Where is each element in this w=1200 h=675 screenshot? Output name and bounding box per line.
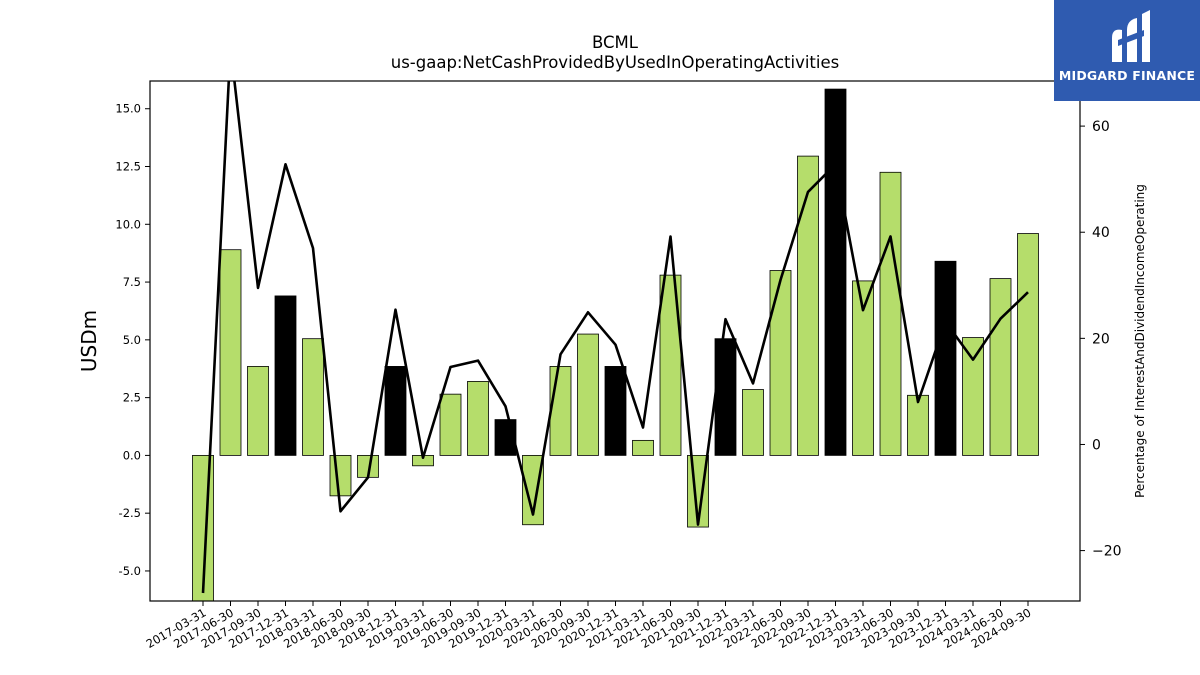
bar-2023-03-31: [852, 280, 874, 456]
percentage-line: [201, 81, 1029, 594]
logo-text: MIDGARD FINANCE: [1058, 68, 1196, 83]
y-axis-label: USDm: [77, 310, 101, 372]
bar-2019-09-30: [467, 381, 489, 456]
left-axis: -5.0 -2.5 0.0 2.5 5.0 7.5 10.0 12.5 15.0: [115, 102, 150, 578]
y2-tick-label: 20: [1092, 331, 1110, 347]
bar-2019-06-30: [439, 393, 462, 456]
bar-2024-09-30: [1017, 233, 1039, 456]
bar-2018-06-30: [329, 454, 352, 497]
bar-2024-06-30: [989, 278, 1012, 456]
bar-2021-06-30: [659, 274, 682, 456]
bar-2023-09-30: [907, 394, 929, 456]
bar-2023-06-30: [879, 171, 902, 456]
y2-tick-label: 60: [1092, 119, 1110, 135]
bar-2021-03-31: [632, 439, 654, 456]
y-tick-label: 15.0: [115, 102, 141, 116]
midgard-logo-icon: [1112, 10, 1150, 62]
y-tick-label: 0.0: [123, 448, 141, 462]
y-tick-label: 12.5: [115, 160, 141, 174]
chart-title: BCML: [592, 33, 639, 52]
bar-2022-09-30: [797, 155, 819, 456]
y-tick-label: 7.5: [123, 275, 141, 289]
y2-tick-label: 0: [1092, 437, 1101, 453]
y2-tick-label: −20: [1092, 544, 1122, 560]
bar-2017-09-30: [247, 366, 269, 456]
bar-2023-12-31: [934, 260, 957, 456]
bar-2020-09-30: [577, 333, 599, 456]
bar-2022-12-31: [824, 88, 847, 456]
y-tick-label: -2.5: [119, 506, 141, 520]
bar-2020-03-31: [522, 454, 544, 526]
y-tick-label: 10.0: [115, 217, 141, 231]
chart-subtitle: us-gaap:NetCashProvidedByUsedInOperating…: [391, 53, 839, 72]
bar-2021-12-31: [714, 338, 737, 456]
bar-2020-06-30: [549, 366, 572, 456]
y-tick-label: -5.0: [119, 564, 141, 578]
plot-frame: [149, 80, 1081, 602]
bar-2017-06-30: [219, 249, 242, 456]
bar-2020-12-31: [604, 366, 627, 456]
y-tick-label: 2.5: [123, 391, 141, 405]
y2-tick-label: 40: [1092, 225, 1110, 241]
bar-2017-12-31: [274, 295, 297, 456]
bar-2018-03-31: [302, 338, 324, 456]
right-axis: −20 0 20 40 60: [1080, 119, 1122, 560]
y-tick-label: 5.0: [123, 333, 141, 347]
brand-logo: MIDGARD FINANCE: [1054, 0, 1200, 101]
y2-axis-label: Percentage of InterestAndDividendIncomeO…: [1133, 184, 1147, 498]
x-axis: 2017-03-312017-06-302017-09-302017-12-31…: [144, 601, 1034, 651]
bar-2022-06-30: [769, 270, 792, 456]
bar-2022-03-31: [742, 389, 764, 456]
bar-2018-12-31: [384, 366, 407, 456]
bar-2024-03-31: [962, 337, 984, 456]
